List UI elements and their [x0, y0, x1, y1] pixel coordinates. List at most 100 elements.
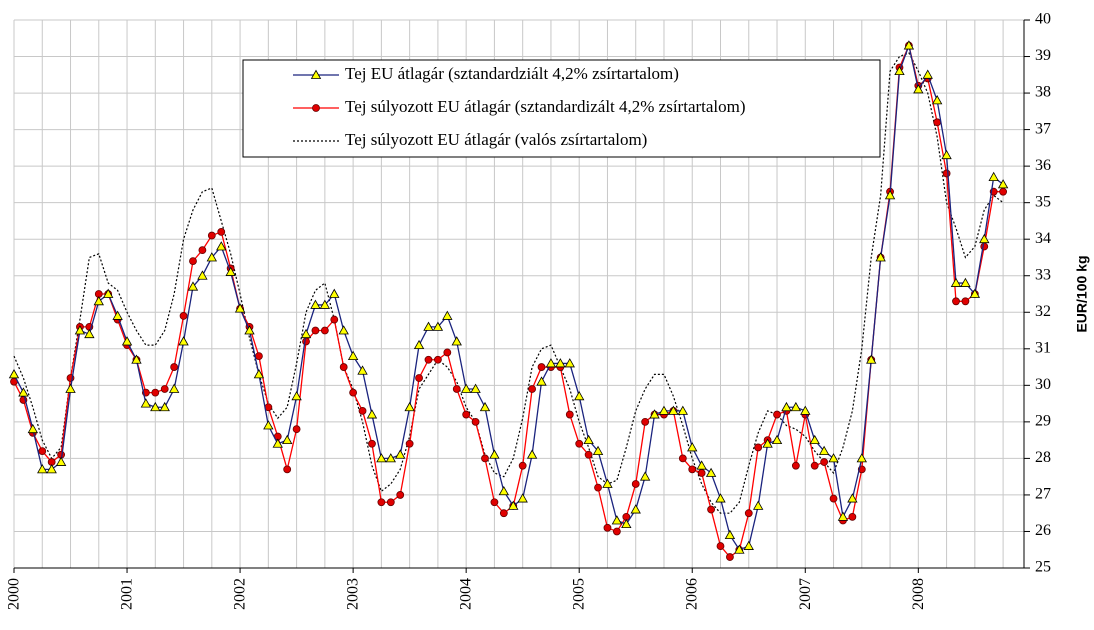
circle-marker	[320, 326, 329, 335]
triangle-marker	[941, 149, 952, 160]
circle-marker	[38, 447, 47, 455]
triangle-marker	[988, 171, 999, 181]
circle-marker	[311, 326, 320, 335]
triangle-marker	[828, 453, 839, 463]
triangle-marker	[206, 252, 218, 262]
circle-marker	[312, 104, 320, 112]
triangle-marker	[979, 233, 990, 244]
triangle-marker	[931, 95, 943, 105]
triangle-marker	[602, 478, 613, 488]
circle-marker	[641, 417, 650, 426]
triangle-marker	[385, 453, 396, 463]
triangle-marker	[244, 325, 255, 335]
circle-marker	[528, 385, 536, 393]
triangle-marker	[55, 456, 67, 466]
circle-marker	[160, 385, 169, 393]
series	[8, 40, 1009, 554]
circle-marker	[584, 450, 593, 459]
triangle-marker	[837, 511, 849, 521]
y-tick-label: 25	[1035, 559, 1051, 576]
x-tick-label: 2006	[684, 578, 701, 610]
circle-marker	[612, 527, 621, 536]
circle-marker	[481, 454, 489, 463]
triangle-marker	[969, 288, 981, 298]
triangle-marker	[329, 288, 340, 298]
triangle-marker	[27, 423, 39, 434]
circle-marker	[726, 553, 734, 561]
triangle-marker	[536, 376, 547, 386]
circle-marker	[594, 483, 602, 492]
triangle-marker	[630, 504, 641, 514]
triangle-marker	[997, 179, 1009, 189]
circle-marker	[424, 355, 433, 364]
triangle-marker	[197, 270, 208, 280]
x-tick-label: 2005	[571, 578, 588, 610]
y-tick-label: 33	[1035, 266, 1051, 283]
triangle-marker	[347, 350, 359, 361]
triangle-marker	[884, 190, 896, 200]
circle-marker	[349, 388, 358, 397]
y-axis-label: EUR/100 kg	[1074, 255, 1090, 332]
triangle-marker	[413, 339, 425, 350]
triangle-marker	[479, 401, 491, 412]
triangle-marker	[818, 445, 830, 455]
triangle-marker	[592, 445, 604, 455]
circle-marker	[405, 439, 414, 448]
triangle-marker	[18, 387, 29, 397]
triangle-marker	[8, 369, 20, 379]
triangle-marker	[112, 310, 123, 320]
triangle-marker	[460, 383, 472, 393]
triangle-marker	[498, 485, 510, 496]
circle-marker	[631, 480, 640, 488]
circle-marker	[537, 363, 546, 371]
circle-marker	[368, 439, 376, 448]
circle-marker	[207, 231, 216, 240]
circle-marker	[339, 363, 348, 371]
circle-marker	[490, 498, 499, 507]
triangle-marker	[526, 449, 538, 459]
y-tick-label: 31	[1035, 339, 1051, 356]
circle-marker	[189, 257, 197, 266]
triangle-marker	[875, 252, 886, 262]
circle-marker	[217, 227, 226, 236]
triangle-marker	[159, 401, 170, 412]
circle-marker	[415, 374, 423, 382]
y-tick-label: 37	[1035, 120, 1051, 137]
x-tick-label: 2001	[119, 578, 136, 610]
y-tick-label: 29	[1035, 413, 1051, 430]
y-tick-label: 34	[1035, 230, 1051, 247]
circle-marker	[933, 118, 942, 127]
triangle-marker	[771, 434, 783, 445]
circle-marker	[575, 439, 584, 448]
triangle-marker	[922, 69, 933, 79]
triangle-marker	[168, 383, 180, 393]
circle-marker	[952, 297, 960, 306]
triangle-marker	[140, 398, 152, 408]
triangle-marker	[423, 321, 434, 331]
circle-marker	[829, 494, 838, 503]
circle-marker	[462, 410, 471, 419]
triangle-marker	[121, 336, 133, 346]
triangle-marker	[960, 277, 971, 287]
triangle-marker	[432, 321, 444, 331]
y-tick-label: 36	[1035, 157, 1051, 174]
circle-marker	[678, 454, 687, 463]
circle-marker	[471, 417, 480, 426]
triangle-marker	[621, 518, 632, 529]
circle-marker	[999, 187, 1007, 196]
y-tick-label: 38	[1035, 84, 1051, 101]
triangle-marker	[46, 464, 57, 474]
circle-marker	[170, 363, 179, 371]
series-line	[13, 43, 1004, 551]
triangle-marker	[545, 358, 557, 368]
triangle-marker	[319, 299, 331, 309]
y-tick-label: 35	[1035, 193, 1051, 210]
triangle-marker	[281, 434, 293, 445]
circle-marker	[396, 491, 405, 499]
triangle-marker	[234, 303, 246, 313]
triangle-marker	[357, 365, 368, 375]
circle-marker	[820, 458, 829, 466]
circle-marker	[773, 410, 781, 419]
circle-marker	[961, 297, 970, 306]
